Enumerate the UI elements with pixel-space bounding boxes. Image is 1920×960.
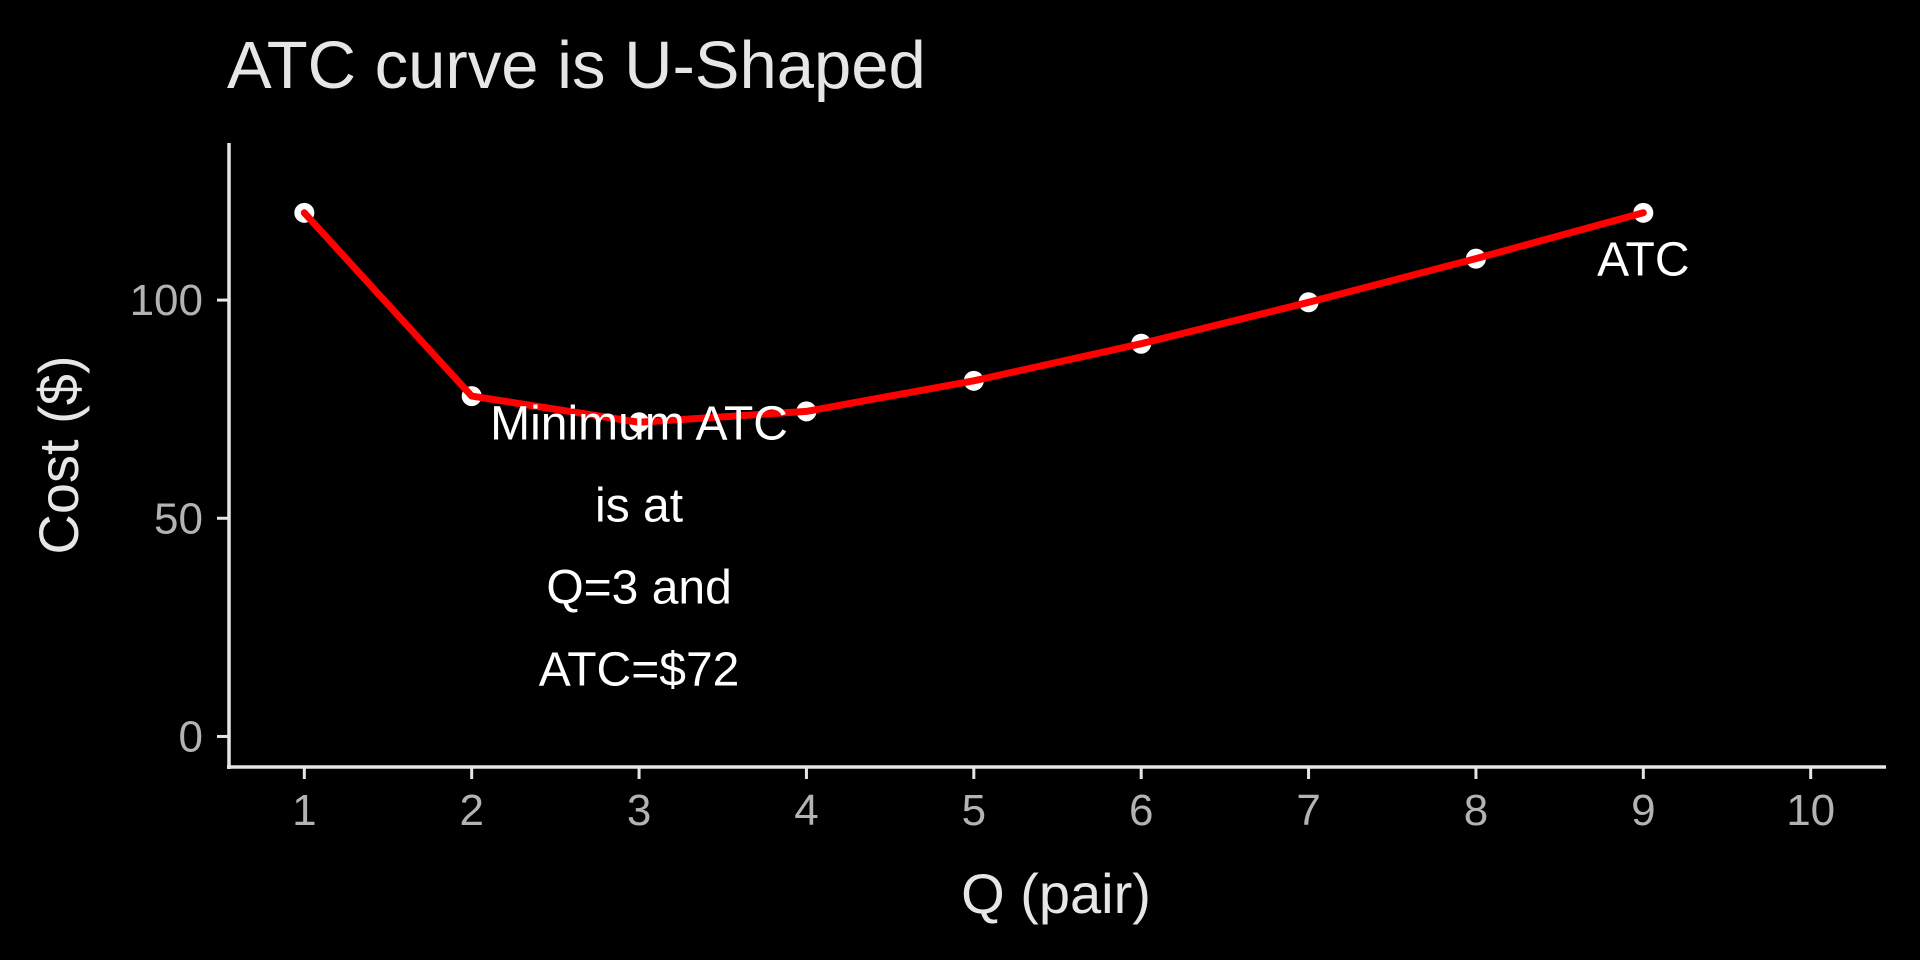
- axes: [227, 143, 1886, 769]
- x-tick-label-4: 4: [794, 786, 818, 835]
- y-tick-label-50: 50: [154, 494, 203, 543]
- x-tick-label-8: 8: [1464, 786, 1488, 835]
- x-tick-label-3: 3: [627, 786, 651, 835]
- x-axis-title: Q (pair): [961, 862, 1151, 925]
- y-tick-label-0: 0: [179, 712, 203, 761]
- x-tick-label-9: 9: [1631, 786, 1655, 835]
- chart-title: ATC curve is U-Shaped: [227, 28, 926, 103]
- annotations: Minimum ATC is at Q=3 and ATC=$72 ATC: [490, 234, 1689, 697]
- x-tick-label-1: 1: [292, 786, 316, 835]
- min-atc-note-line-3: Q=3 and: [546, 561, 731, 614]
- min-atc-note: Minimum ATC is at Q=3 and ATC=$72: [490, 397, 788, 696]
- y-tick-label-100: 100: [130, 276, 203, 325]
- atc-series-label: ATC: [1597, 234, 1689, 287]
- x-tick-label-7: 7: [1296, 786, 1320, 835]
- series-line-atc: [300, 209, 1647, 426]
- plot-area: [294, 202, 1654, 433]
- x-tick-label-2: 2: [459, 786, 483, 835]
- x-tick-label-6: 6: [1129, 786, 1153, 835]
- min-atc-note-line-2: is at: [595, 479, 683, 532]
- atc-series-label-line-1: ATC: [1597, 234, 1689, 287]
- min-atc-note-line-1: Minimum ATC: [490, 397, 788, 450]
- min-atc-note-line-4: ATC=$72: [539, 643, 740, 696]
- x-tick-label-10: 10: [1786, 786, 1835, 835]
- x-tick-label-5: 5: [962, 786, 986, 835]
- y-axis-title: Cost ($): [27, 355, 90, 554]
